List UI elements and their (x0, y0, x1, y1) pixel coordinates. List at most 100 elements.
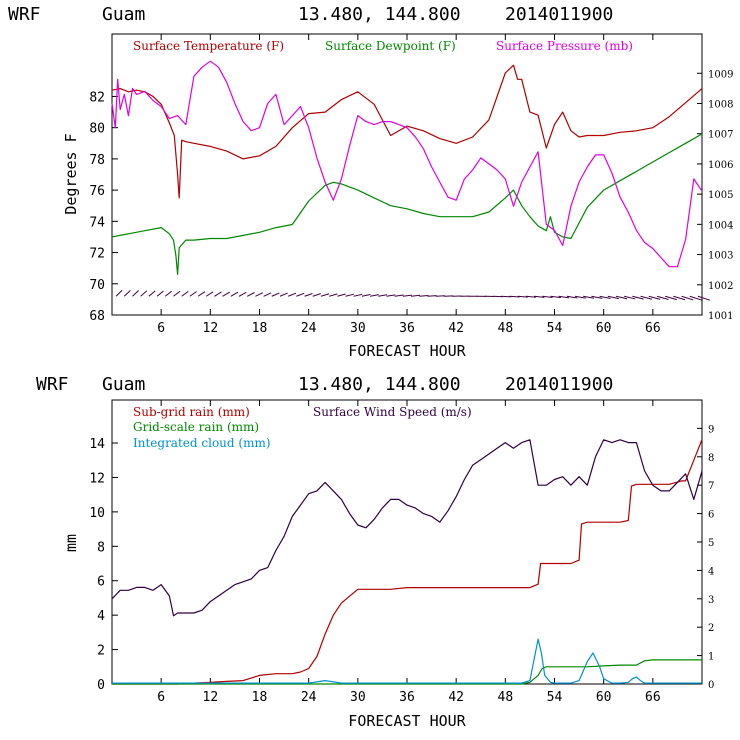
legend-integrated-cloud: Integrated cloud (mm) (133, 436, 271, 450)
wind-barb (378, 294, 388, 297)
wind-barb (115, 289, 123, 297)
wind-barb (566, 295, 578, 299)
wind-barb (550, 295, 561, 299)
wind-barb (123, 290, 131, 297)
panel-1-y-axis-label: Degrees F (62, 133, 80, 214)
panel-1-y-tick-label-80: 80 (89, 122, 105, 137)
panel-2-x-tick-label-6: 6 (157, 690, 165, 705)
panel-1-y2-tick-label-1001: 1001 (708, 311, 733, 322)
panel-1-location: Guam (102, 4, 145, 25)
legend-grid-scale-rain: Grid-scale rain (mm) (133, 420, 259, 434)
panel-1-x-tick-label-48: 48 (498, 321, 514, 336)
legend-surface-temperature: Surface Temperature (F) (133, 39, 284, 53)
wind-barb (533, 295, 545, 298)
wind-barb (189, 291, 197, 297)
wind-barb (312, 293, 321, 297)
wind-barb (681, 295, 694, 301)
wind-barb (574, 295, 586, 299)
panel-2-location: Guam (102, 374, 145, 395)
panel-1-y-tick-label-72: 72 (89, 247, 105, 262)
panel-1-y-tick-label-78: 78 (89, 153, 105, 168)
wind-barb (197, 291, 206, 297)
panel-1-y2-tick-label-1003: 1003 (708, 251, 733, 262)
panel-2-y2-tick-label-0: 0 (708, 680, 714, 691)
panel-2-y-tick-label-2: 2 (97, 644, 105, 659)
wind-barb (624, 295, 636, 300)
panel-1-y-tick-label-74: 74 (89, 215, 105, 230)
wind-barb (632, 295, 644, 300)
wind-barb (214, 291, 222, 297)
legend-sub-grid-rain: Sub-grid rain (mm) (133, 405, 250, 419)
panel-1-x-tick-label-24: 24 (301, 321, 317, 336)
wind-barb (689, 295, 702, 301)
series-line-surface-pressure (111, 60, 703, 268)
panel-2-y2-tick-label-5: 5 (708, 538, 714, 549)
wind-barb (419, 294, 429, 297)
wind-barb (583, 295, 595, 299)
wind-barb (607, 295, 619, 300)
panel-2-x-tick-label-48: 48 (498, 690, 514, 705)
panel-1-y-tick-label-68: 68 (89, 309, 105, 324)
wind-barb (140, 290, 148, 297)
wind-barb (337, 293, 346, 297)
panel-2-y2-tick-label-1: 1 (708, 652, 714, 663)
wind-barb (353, 293, 363, 297)
panel-1-y2-tick-label-1006: 1006 (708, 160, 733, 171)
wind-barb (156, 290, 164, 297)
wind-barb (148, 290, 156, 297)
wind-barb (164, 290, 173, 297)
wind-barb (509, 295, 520, 298)
panel-1-y2-tick-label-1005: 1005 (708, 190, 733, 201)
wind-barb (173, 290, 181, 297)
wind-barb (386, 294, 396, 297)
wind-barb (599, 295, 611, 300)
panel-1-x-tick-label-42: 42 (448, 321, 464, 336)
wind-barb (345, 293, 355, 297)
wind-barb (329, 293, 338, 297)
panel-2-x-tick-label-42: 42 (448, 690, 464, 705)
wind-barb (664, 295, 677, 301)
wind-barb (361, 293, 371, 297)
wind-barb (271, 292, 280, 297)
series-line-surface-dewpoint (111, 133, 703, 275)
panel-1-x-tick-label-18: 18 (252, 321, 268, 336)
panel-1-y2-tick-label-1008: 1008 (708, 99, 733, 110)
panel-1: WRF Guam 13.480, 144.800 2014011900 FORE… (8, 4, 733, 360)
panel-2-y-tick-label-12: 12 (89, 471, 105, 486)
panel-1-y-tick-label-70: 70 (89, 278, 105, 293)
wind-barb (230, 291, 239, 297)
wind-barb (517, 295, 528, 298)
wind-barb (558, 295, 570, 299)
series-line-integrated-cloud (112, 638, 702, 684)
wind-barb (394, 294, 404, 297)
wind-barb (296, 292, 305, 297)
wind-barb (222, 291, 230, 297)
wind-barb (320, 293, 330, 297)
panel-2-y2-tick-label-7: 7 (708, 481, 714, 492)
panel-2-y-tick-label-0: 0 (97, 678, 105, 693)
panel-1-x-tick-label-6: 6 (157, 321, 165, 336)
wind-barb (435, 295, 445, 297)
wind-barb (205, 291, 214, 297)
panel-1-y2-tick-label-1004: 1004 (708, 220, 733, 231)
panel-2: WRF Guam 13.480, 144.800 2014011900 FORE… (36, 374, 714, 730)
panel-2-y2-tick-label-9: 9 (708, 424, 714, 435)
wind-barb (640, 295, 653, 300)
wind-barb (542, 295, 553, 299)
wind-barb (181, 290, 189, 297)
wind-barb (304, 293, 313, 297)
panel-1-x-axis-label: FORECAST HOUR (348, 342, 466, 360)
panel-2-x-axis-label: FORECAST HOUR (348, 712, 466, 730)
panel-2-x-tick-label-54: 54 (547, 690, 563, 705)
wind-barb (255, 292, 264, 297)
panel-2-y2-tick-label-8: 8 (708, 453, 714, 464)
wind-barb (673, 295, 686, 301)
panel-1-y2-tick-label-1002: 1002 (708, 281, 733, 292)
panel-1-x-tick-label-36: 36 (399, 321, 415, 336)
panel-2-y-tick-label-6: 6 (97, 575, 105, 590)
panel-2-x-tick-label-12: 12 (203, 690, 219, 705)
legend-surface-pressure: Surface Pressure (mb) (496, 39, 633, 53)
wind-barb (697, 295, 711, 301)
panel-2-y-tick-label-14: 14 (89, 437, 105, 452)
